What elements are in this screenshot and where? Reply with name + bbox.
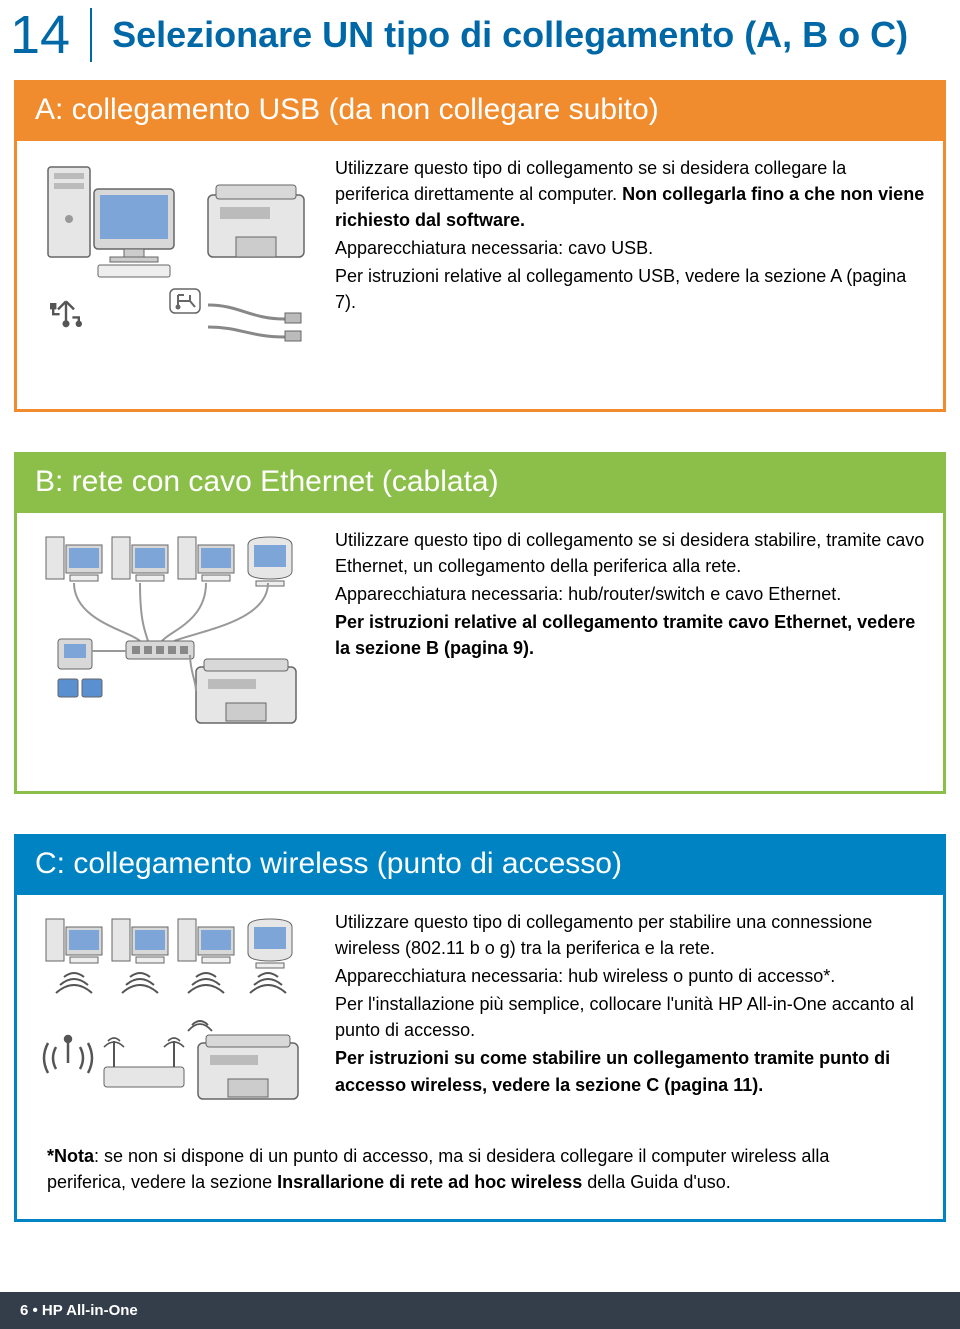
- section-a-p1: Utilizzare questo tipo di collegamento s…: [335, 155, 925, 233]
- section-c-p3: Per l'installazione più semplice, colloc…: [335, 991, 925, 1043]
- page-footer: 6 • HP All-in-One: [0, 1292, 960, 1329]
- section-a-illustration: [35, 155, 315, 349]
- section-c: C: collegamento wireless (punto di acces…: [14, 834, 946, 1222]
- section-c-p1: Utilizzare questo tipo di collegamento p…: [335, 909, 925, 961]
- section-c-header: C: collegamento wireless (punto di acces…: [17, 837, 943, 895]
- step-number: 14: [0, 8, 92, 62]
- section-a-p3: Per istruzioni relative al collegamento …: [335, 263, 925, 315]
- note-bold: *Nota: [47, 1146, 94, 1166]
- section-b-p3: Per istruzioni relative al collegamento …: [335, 609, 925, 661]
- note-text2: della Guida d'uso.: [582, 1172, 731, 1192]
- section-a-p2: Apparecchiatura necessaria: cavo USB.: [335, 235, 925, 261]
- section-a-header: A: collegamento USB (da non collegare su…: [17, 83, 943, 141]
- section-c-p2: Apparecchiatura necessaria: hub wireless…: [335, 963, 925, 989]
- section-b-p2: Apparecchiatura necessaria: hub/router/s…: [335, 581, 925, 607]
- section-b-illustration: [35, 527, 315, 731]
- section-c-illustration: [35, 909, 315, 1123]
- page-title: Selezionare UN tipo di collegamento (A, …: [92, 14, 908, 56]
- section-b-p1: Utilizzare questo tipo di collegamento s…: [335, 527, 925, 579]
- section-c-p4: Per istruzioni su come stabilire un coll…: [335, 1045, 925, 1097]
- section-c-note: *Nota: se non si dispone di un punto di …: [17, 1143, 943, 1219]
- title-row: 14 Selezionare UN tipo di collegamento (…: [0, 0, 960, 80]
- note-bold2: Insrallarione di rete ad hoc wireless: [277, 1172, 582, 1192]
- section-a: A: collegamento USB (da non collegare su…: [14, 80, 946, 412]
- section-b-header: B: rete con cavo Ethernet (cablata): [17, 455, 943, 513]
- section-b: B: rete con cavo Ethernet (cablata): [14, 452, 946, 794]
